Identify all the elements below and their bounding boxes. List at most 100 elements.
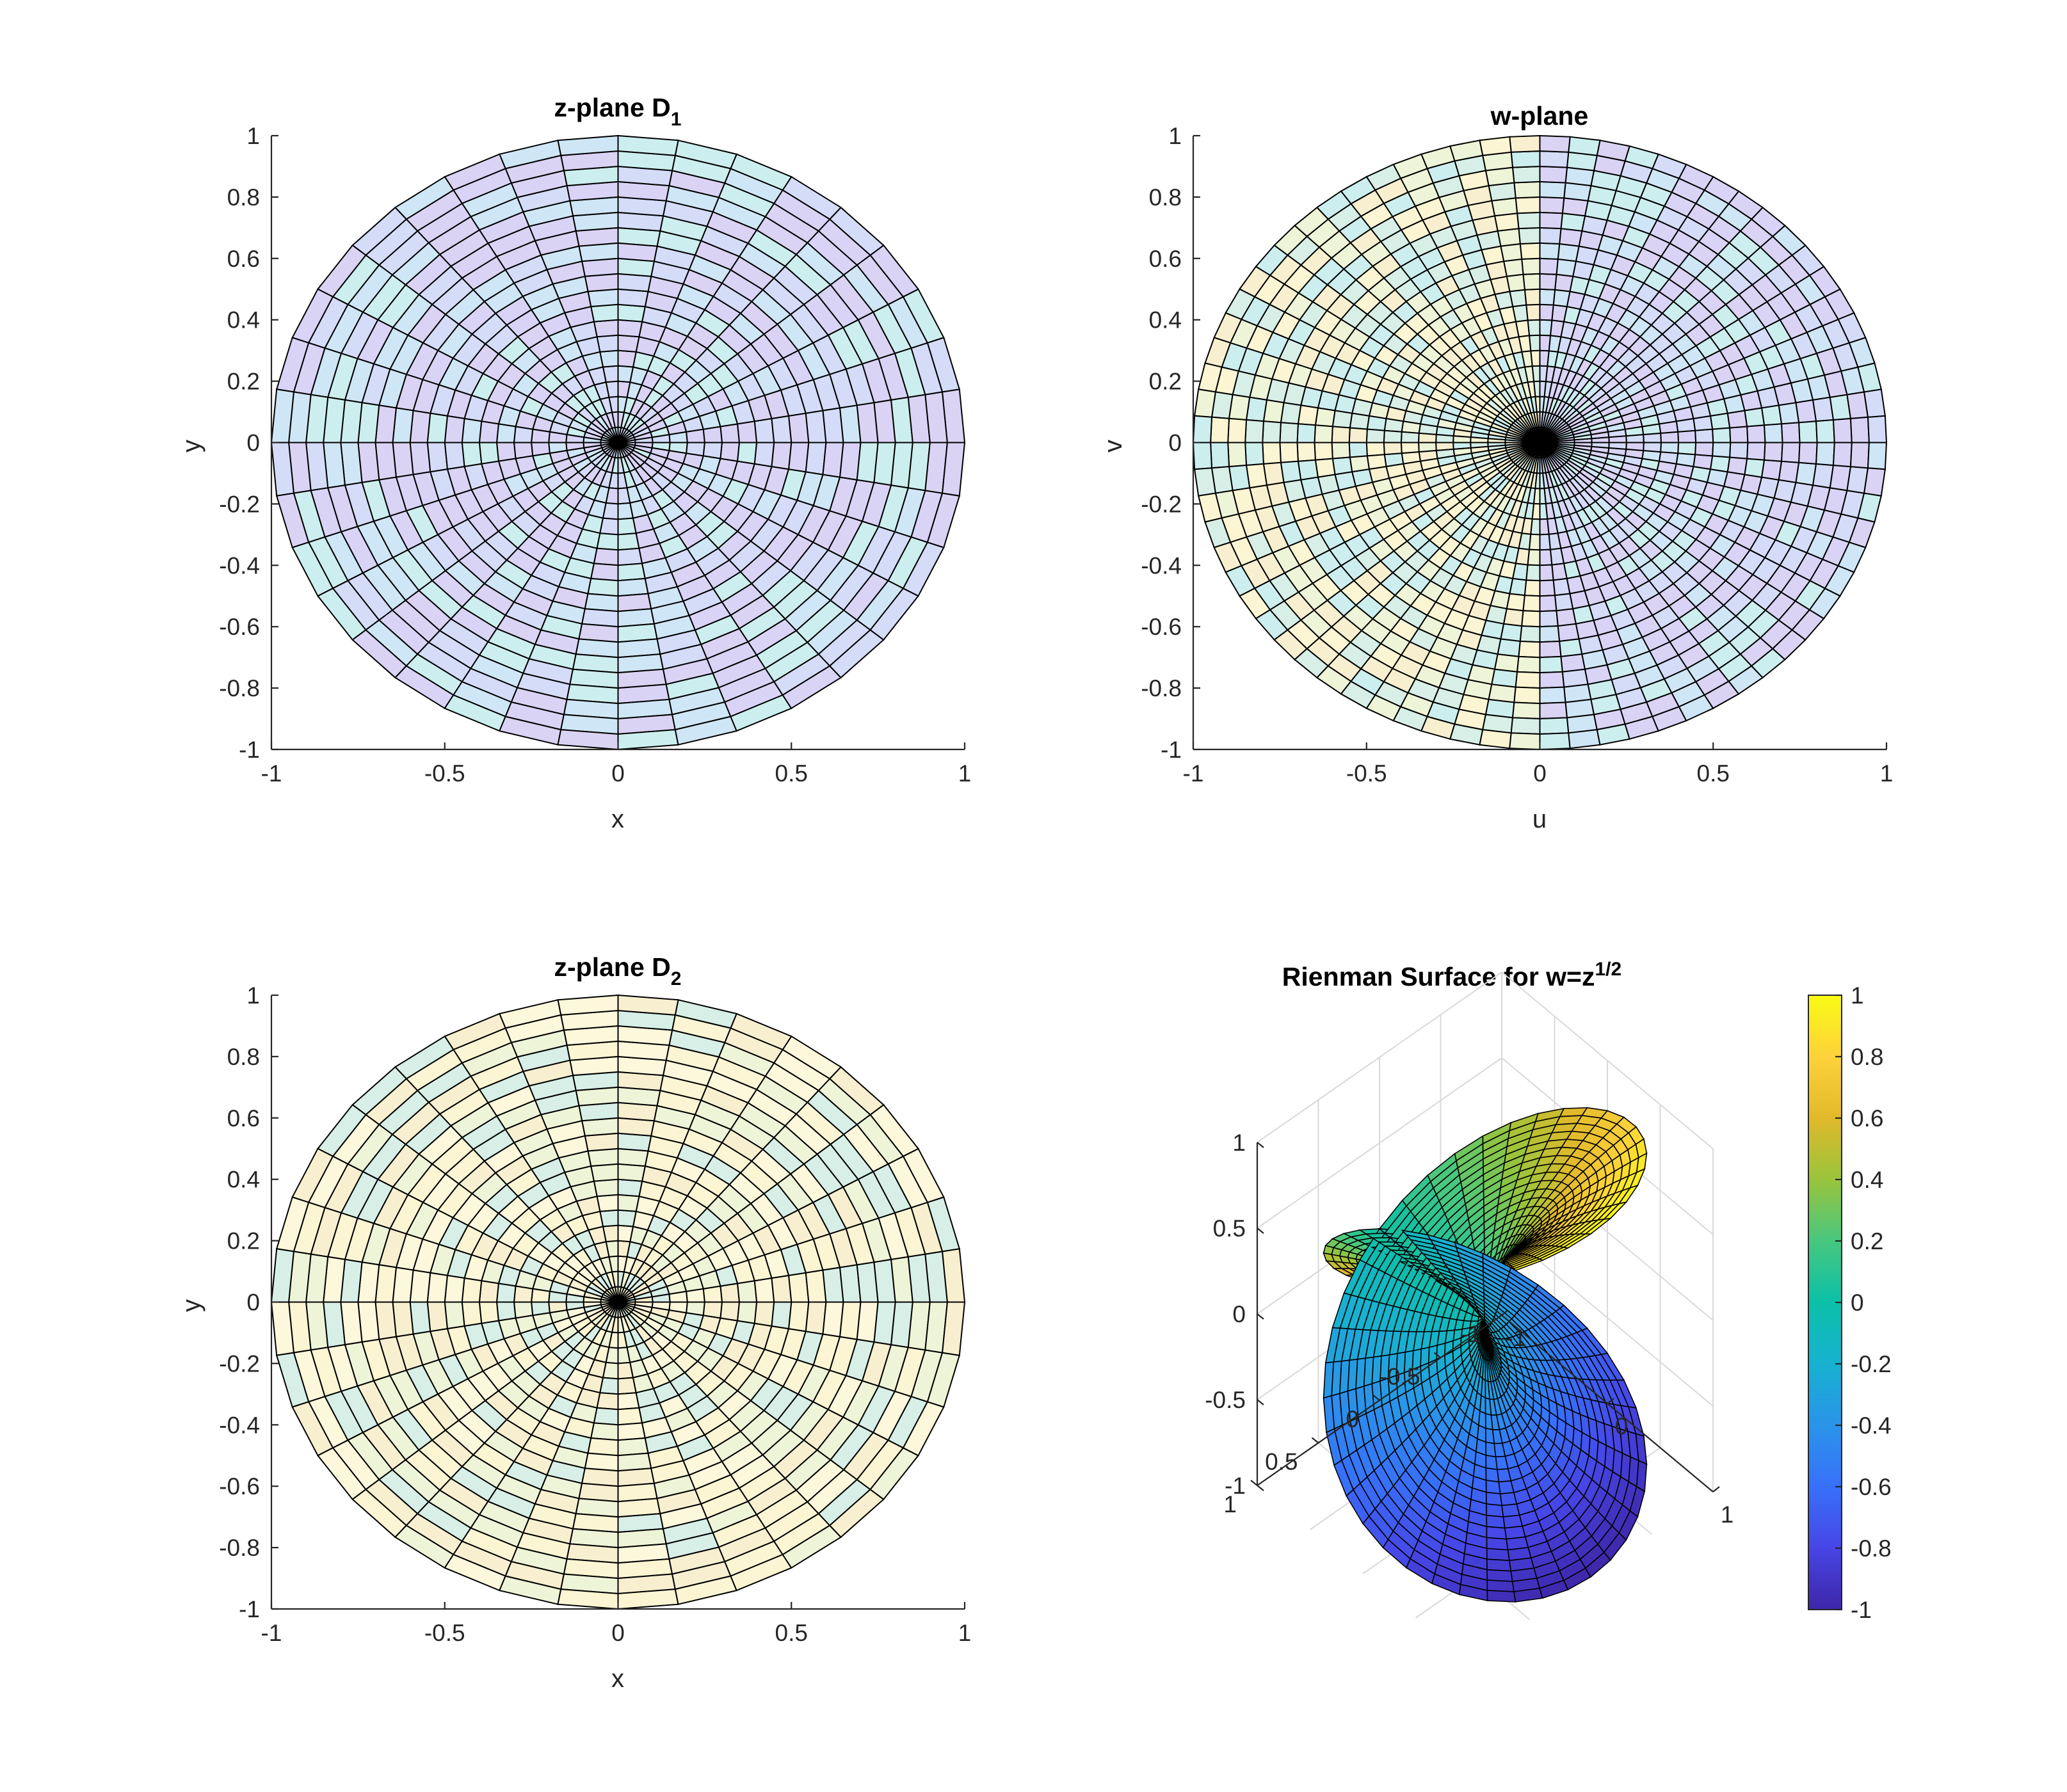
mesh-cell: [1539, 303, 1554, 321]
mesh-cell: [1417, 432, 1437, 444]
mesh-cell: [1528, 533, 1541, 551]
mesh-cell: [617, 563, 647, 582]
mesh-cell: [1729, 426, 1749, 444]
surface-patch: [1486, 1580, 1515, 1592]
mesh-cell: [1331, 426, 1351, 444]
surface-patch: [1486, 1526, 1508, 1540]
surface-patch: [1485, 1491, 1503, 1507]
mesh-cell: [1539, 150, 1570, 168]
mesh-cell: [686, 442, 706, 457]
y-tick-label: 1: [1223, 1491, 1237, 1517]
zplane-d2-x-tick-label: 1: [958, 1620, 972, 1646]
wplane-y-tick-label: -0.6: [1141, 614, 1182, 640]
mesh-cell: [1539, 257, 1559, 275]
wplane-y-tick-label: 0.2: [1149, 369, 1182, 395]
zplane-d1-x-tick-label: 0: [611, 760, 625, 787]
wplane-y-tick-label: -0.4: [1141, 552, 1182, 579]
mesh-cell: [1524, 579, 1541, 597]
z-tick-label: 0: [1232, 1301, 1246, 1327]
mesh-cell: [1400, 431, 1420, 444]
surface-patch: [1486, 1503, 1504, 1517]
mesh-cell: [1760, 459, 1783, 481]
zplane-d2-x-tick-label: -0.5: [424, 1620, 465, 1646]
zplane-d2-y-tick-label: 0: [246, 1290, 260, 1316]
zplane-d2-xlabel: x: [611, 1665, 624, 1693]
mesh-cell: [1297, 459, 1319, 481]
mesh-cell: [1227, 442, 1248, 468]
mesh-cell: [1524, 288, 1541, 306]
mesh-cell: [1539, 655, 1564, 674]
x-tick-label: 0: [1615, 1413, 1629, 1439]
wplane-y-tick-label: 0.8: [1149, 184, 1182, 211]
mesh-cell: [1452, 435, 1472, 444]
mesh-cell: [1522, 273, 1541, 291]
mesh-cell: [1509, 134, 1541, 153]
mesh-cell: [599, 1377, 619, 1395]
mesh-cell: [617, 303, 647, 323]
mesh-cell: [513, 426, 534, 444]
mesh-cell: [1513, 180, 1541, 199]
mesh-cell: [1262, 420, 1282, 444]
mesh-cell: [587, 288, 619, 308]
mesh-cell: [1694, 442, 1714, 457]
mesh-cell: [1314, 424, 1333, 444]
mesh-cell: [1744, 458, 1765, 478]
z-tick-label: 1: [1232, 1130, 1246, 1156]
mesh-cell: [1573, 442, 1593, 447]
mesh-cell: [1509, 732, 1541, 751]
mesh-cell: [1519, 625, 1541, 643]
mesh-cell: [942, 442, 966, 497]
mesh-cell: [1726, 456, 1748, 476]
mesh-cell: [1815, 419, 1835, 444]
mesh-cell: [1539, 701, 1568, 720]
mesh-cell: [1539, 717, 1570, 735]
mesh-cell: [1511, 165, 1541, 184]
mesh-cell: [530, 1288, 551, 1303]
mesh-cell: [753, 1277, 775, 1303]
mesh-cell: [1314, 442, 1333, 461]
y-tick: [1311, 1437, 1319, 1444]
mesh-cell: [1516, 655, 1541, 674]
mesh-cell: [1539, 625, 1561, 643]
mesh-cell: [1591, 442, 1610, 449]
mesh-cell: [1383, 429, 1403, 444]
mesh-cell: [1781, 442, 1801, 463]
y-tick-label: -1: [1460, 1321, 1481, 1347]
mesh-cell: [1556, 258, 1577, 277]
mesh-cell: [1192, 415, 1213, 444]
mesh-cell: [1500, 623, 1523, 643]
zplane-d2-title: z-plane D2: [554, 952, 682, 989]
mesh-cell: [737, 442, 758, 465]
mesh-cell: [771, 415, 792, 444]
wplane-y-tick-label: -1: [1161, 737, 1182, 763]
colorbar-tick-label: -0.2: [1851, 1351, 1892, 1377]
mesh-cell: [1435, 433, 1454, 444]
mesh-cell: [1533, 488, 1541, 505]
mesh-cell: [1660, 442, 1680, 454]
mesh-cell: [1608, 442, 1627, 450]
mesh-cell: [1539, 242, 1561, 260]
mesh-cell: [617, 1148, 649, 1167]
mesh-cell: [617, 334, 640, 353]
mesh-cell: [1527, 548, 1541, 566]
mesh-cell: [1539, 671, 1565, 689]
zplane-d2-y-tick-label: 0.8: [227, 1044, 260, 1070]
mesh-cell: [617, 1224, 634, 1243]
colorbar-tick-label: 0.4: [1851, 1167, 1883, 1193]
mesh-cell: [1539, 211, 1564, 230]
colorbar-tick-label: -0.8: [1851, 1535, 1892, 1562]
mesh-cell: [1694, 428, 1714, 444]
mesh-cell: [1506, 593, 1525, 612]
mesh-cell: [1518, 227, 1541, 245]
mesh-cell: [1677, 429, 1697, 444]
mesh-cell: [1534, 472, 1541, 490]
mesh-cell: [444, 1301, 465, 1330]
mesh-cell: [702, 1301, 723, 1319]
mesh-cell: [737, 420, 758, 444]
riemann-surface: [1323, 1107, 1648, 1603]
mesh-cell: [1798, 420, 1818, 444]
mesh-cell: [1365, 428, 1385, 444]
mesh-cell: [1479, 136, 1512, 157]
zplane-d1-y-tick-label: 0.8: [227, 184, 260, 211]
mesh-cell: [1709, 455, 1731, 473]
